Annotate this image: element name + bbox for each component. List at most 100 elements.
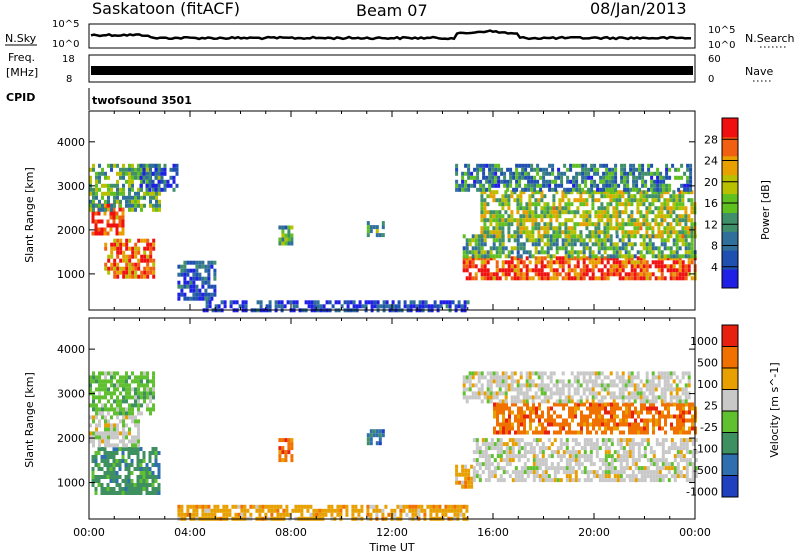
data-cell [658,410,661,415]
data-cell [595,414,598,419]
data-cell [567,250,571,255]
data-cell [543,399,547,404]
data-cell [576,222,580,227]
data-cell [579,242,583,247]
data-cell [522,264,526,269]
data-cell [550,414,553,419]
data-cell [152,238,156,243]
data-cell [495,234,499,239]
data-cell [494,163,498,168]
data-cell [104,379,107,384]
data-cell [479,183,483,188]
data-cell [284,458,288,463]
data-cell [547,418,550,423]
data-cell [663,254,667,259]
colorbar-segment [722,454,738,476]
data-cell [640,442,644,447]
data-cell [366,437,370,442]
data-cell [136,463,140,467]
data-cell [625,422,628,427]
data-cell [131,183,134,188]
data-cell [98,383,101,388]
data-cell [534,214,538,219]
data-cell [505,426,508,431]
data-cell [109,223,113,228]
data-cell [679,410,682,415]
data-cell [465,250,469,255]
data-cell [280,300,284,305]
data-cell [500,171,504,176]
data-cell [606,391,610,396]
data-cell [468,379,472,384]
data-cell [104,191,107,196]
data-cell [684,399,688,404]
data-cell [576,238,580,243]
data-cell [489,254,493,259]
data-cell [405,512,409,517]
data-cell [490,470,494,475]
data-cell [685,442,689,447]
data-cell [666,254,670,259]
data-cell [609,234,613,239]
data-cell [592,410,595,415]
data-cell [109,227,113,232]
data-cell [116,407,119,412]
data-cell [222,504,226,509]
data-cell [575,163,579,168]
data-cell [510,190,514,195]
data-cell [618,222,622,227]
data-cell [543,264,547,269]
data-cell [694,466,698,471]
data-cell [489,387,493,392]
data-cell [547,430,550,435]
data-cell [669,250,673,255]
data-cell [155,191,158,196]
data-cell [116,423,119,428]
data-cell [606,238,610,243]
data-cell [130,459,134,463]
data-cell [549,246,553,251]
data-cell [528,198,532,203]
data-cell [104,415,107,420]
data-cell [535,454,539,459]
data-cell [682,442,686,447]
data-cell [579,202,583,207]
data-cell [480,234,484,239]
data-cell [614,179,618,184]
data-cell [478,466,482,471]
data-cell [546,250,550,255]
data-cell [558,395,562,400]
data-cell [690,238,694,243]
data-cell [687,214,691,219]
data-cell [493,406,496,411]
data-cell [601,422,604,427]
data-cell [134,387,137,392]
data-cell [467,187,471,192]
data-cell [666,268,670,273]
data-cell [489,375,493,380]
data-cell [681,375,685,380]
data-cell [522,395,526,400]
data-cell [537,371,541,376]
data-region [462,256,697,281]
data-cell [498,234,502,239]
data-cell [128,258,132,263]
data-cell [313,300,317,305]
data-cell [663,202,667,207]
data-cell [366,229,370,234]
data-cell [115,491,119,495]
data-cell [645,375,649,380]
data-cell [654,222,658,227]
data-cell [110,254,114,259]
data-cell [669,371,673,376]
data-cell [672,194,676,199]
data-cell [588,218,592,223]
data-cell [534,395,538,400]
data-cell [561,198,565,203]
data-cell [678,194,682,199]
data-cell [137,435,140,440]
data-cell [591,387,595,392]
data-cell [284,233,288,238]
data-cell [475,446,479,451]
data-cell [456,504,460,509]
